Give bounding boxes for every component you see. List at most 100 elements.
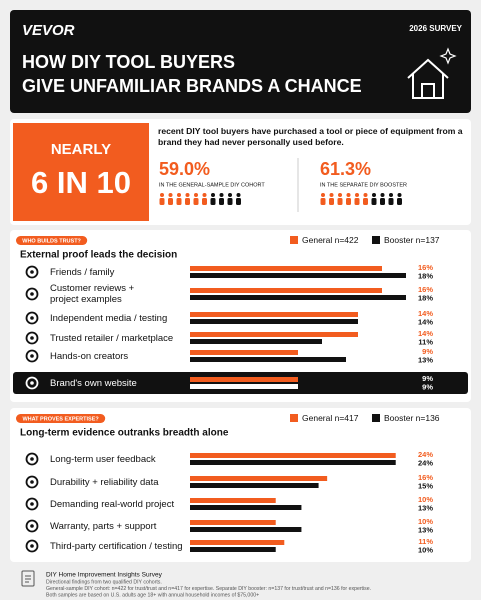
bar — [190, 483, 319, 488]
stat-label: IN THE GENERAL-SAMPLE DIY COHORT — [159, 182, 265, 188]
value-label: 9% — [422, 374, 433, 383]
row-icon — [25, 287, 39, 301]
bar — [190, 527, 302, 532]
bar — [190, 498, 276, 503]
person-body — [227, 198, 233, 205]
row-icon — [25, 349, 39, 363]
person-head — [177, 193, 181, 197]
person-body — [320, 198, 326, 205]
category-label: Friends / family — [50, 266, 115, 278]
headline-text: recent DIY tool buyers have purchased a … — [158, 126, 463, 147]
value-label: 9% — [422, 382, 433, 391]
value-label: 14% — [418, 317, 433, 326]
bar — [190, 547, 276, 552]
person-body — [202, 198, 207, 205]
stat-label: IN THE SEPARATE DIY BOOSTER — [320, 182, 407, 188]
category-label-box: Friends / family — [50, 266, 115, 278]
people-icons — [159, 193, 402, 205]
person-head — [372, 193, 376, 197]
legend-swatch — [372, 236, 380, 244]
value-label: 13% — [418, 525, 433, 534]
row-icon — [25, 311, 39, 325]
row-icon-dot — [30, 354, 34, 358]
footer-note: General-sample DIY cohort: n=422 for tru… — [46, 586, 371, 592]
value-label: 11% — [418, 337, 433, 346]
legend-swatch — [290, 414, 298, 422]
bar — [190, 295, 406, 300]
row-icon-dot — [30, 270, 34, 274]
value-label: 13% — [418, 355, 433, 364]
bar — [190, 319, 358, 324]
row-icon-dot — [30, 457, 34, 461]
person-body — [219, 198, 224, 205]
value-label: 14% — [418, 309, 433, 318]
person-head — [160, 193, 164, 197]
person-body — [397, 198, 402, 205]
row-icon — [25, 497, 39, 511]
category-label: Independent media / testing — [50, 312, 168, 324]
person-head — [185, 193, 190, 197]
bar — [190, 288, 382, 293]
title-line: HOW DIY TOOL BUYERS — [22, 52, 235, 72]
row-icon-dot — [30, 381, 34, 385]
person-head — [194, 193, 198, 197]
legend-label: Booster n=136 — [384, 413, 440, 423]
value-label: 10% — [418, 495, 433, 504]
person-head — [321, 193, 325, 197]
highlight-row — [13, 372, 468, 394]
row-icon — [25, 452, 39, 466]
person-body — [159, 198, 165, 205]
category-label: Long-term user feedback — [50, 453, 156, 465]
house-icon — [407, 47, 457, 99]
category-label-box: Hands-on creators — [50, 350, 129, 362]
row-icon — [25, 539, 39, 553]
headline-prefix: NEARLY — [51, 141, 111, 158]
footer-icon — [21, 570, 35, 587]
row-icon — [25, 265, 39, 279]
category-label: Third-party certification / testing — [50, 540, 183, 552]
category-label-box: Customer reviews + project examples — [50, 283, 134, 305]
headline-box — [13, 123, 149, 221]
row-icon — [25, 376, 39, 390]
legend-swatch — [372, 414, 380, 422]
footer-note: Directional findings from two qualified … — [46, 579, 162, 585]
value-label: 18% — [418, 271, 433, 280]
section-tag-bg — [16, 236, 88, 245]
bar — [190, 520, 276, 525]
category-label: Durability + reliability data — [50, 476, 159, 488]
row-icon-dot — [30, 316, 34, 320]
person-head — [202, 193, 207, 197]
value-label: 16% — [418, 263, 433, 272]
row-icon-dot — [30, 544, 34, 548]
person-head — [397, 193, 402, 197]
person-head — [355, 193, 359, 197]
section-tag: WHO BUILDS TRUST? — [22, 238, 81, 244]
bar — [190, 350, 298, 355]
person-body — [388, 198, 394, 205]
person-body — [176, 198, 182, 205]
legend-label: General n=417 — [302, 413, 359, 423]
title-line: GIVE UNFAMILIAR BRANDS A CHANCE — [22, 76, 362, 96]
bar — [190, 460, 396, 465]
person-head — [346, 193, 351, 197]
person-body — [380, 198, 385, 205]
bar — [190, 384, 298, 389]
person-body — [329, 198, 334, 205]
bar — [190, 266, 382, 271]
value-label: 14% — [418, 329, 433, 338]
row-icon — [25, 475, 39, 489]
person-body — [236, 198, 241, 205]
bar — [190, 476, 328, 481]
section-title: External proof leads the decision — [20, 250, 177, 261]
value-label: 24% — [418, 458, 433, 467]
category-label: Warranty, parts + support — [50, 520, 157, 532]
value-label: 10% — [418, 517, 433, 526]
stat-value: 61.3% — [320, 159, 371, 179]
bar — [190, 339, 322, 344]
survey-badge: 2026 SURVEY — [409, 24, 462, 33]
bar — [190, 505, 302, 510]
headline-main: 6 IN 10 — [31, 165, 131, 200]
value-label: 15% — [418, 481, 433, 490]
category-label: Hands-on creators — [50, 350, 129, 362]
